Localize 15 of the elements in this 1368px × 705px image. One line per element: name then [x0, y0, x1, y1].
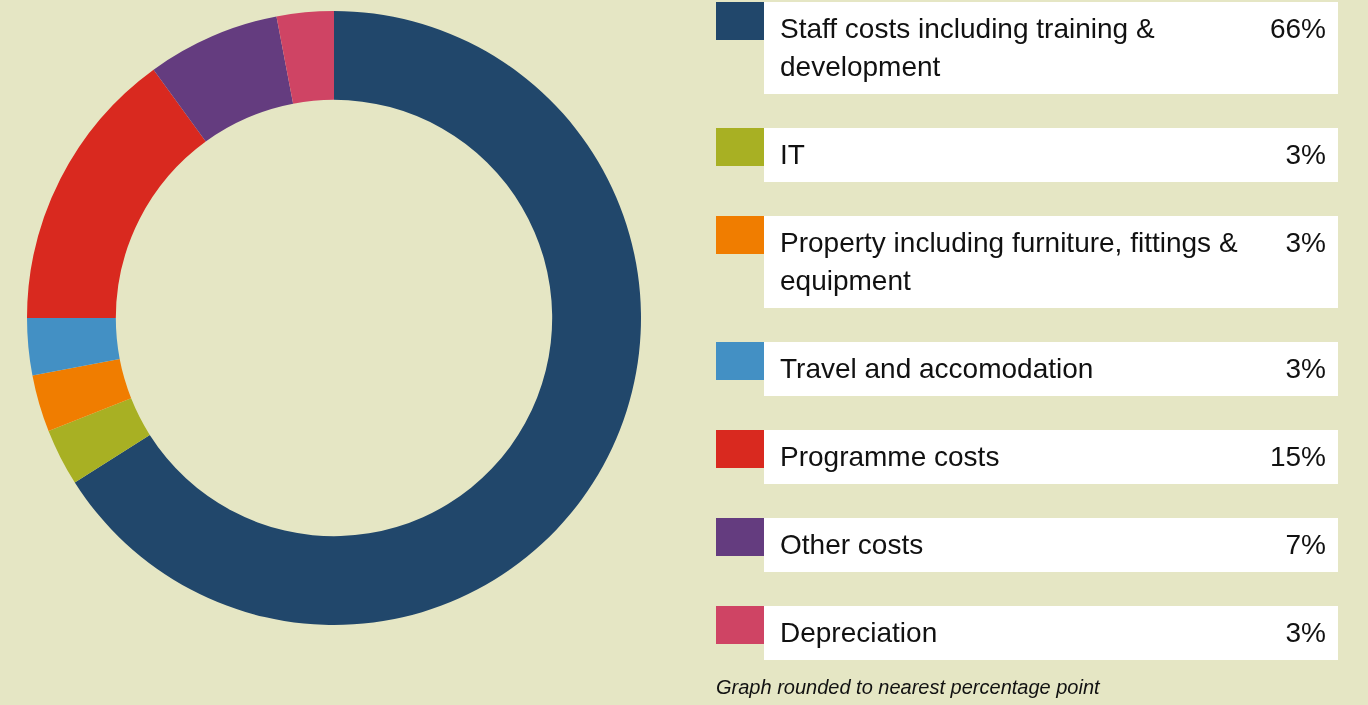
data-label: 3%: [1285, 138, 1326, 172]
legend-label: Other costs: [780, 528, 924, 562]
legend-label: Property including furniture, fittings & equipment: [780, 226, 1239, 298]
data-label: 7%: [1285, 528, 1326, 562]
legend-label: Travel and accomodation: [780, 352, 1094, 386]
data-label: 66%: [1269, 12, 1326, 46]
legend-label: IT: [780, 138, 805, 172]
legend-label: Staff costs including training & development: [780, 12, 1156, 84]
data-label: 15%: [1269, 440, 1326, 474]
data-label: 3%: [1285, 616, 1326, 650]
text: Graph rounded to nearest percentage point: [716, 676, 1100, 699]
data-label: 3%: [1285, 352, 1326, 386]
data-label: 3%: [1285, 226, 1326, 260]
legend-label: Programme costs: [780, 440, 1000, 474]
legend-label: Depreciation: [780, 616, 938, 650]
